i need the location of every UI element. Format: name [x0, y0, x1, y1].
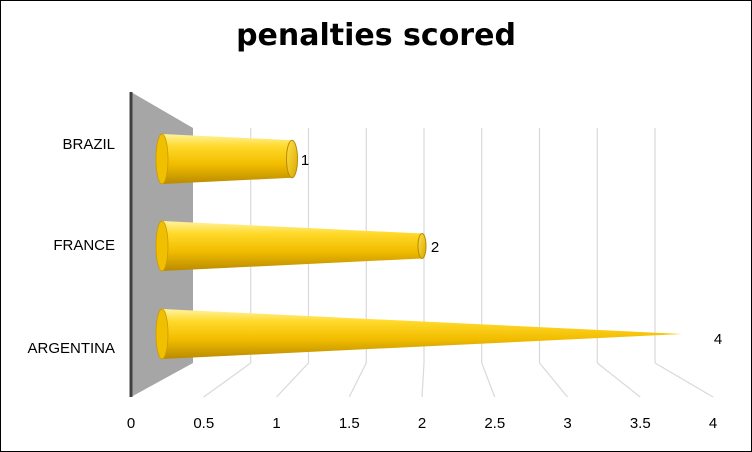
data-label: 4 [714, 331, 722, 348]
floor-gridline [421, 362, 425, 398]
cone-body [162, 221, 422, 271]
data-label: 2 [431, 239, 439, 256]
floor-gridline [539, 362, 568, 398]
cone-base [155, 133, 169, 185]
cone-base [155, 220, 169, 272]
data-label: 1 [301, 152, 309, 169]
x-tick-label: 3 [563, 415, 571, 432]
floor-gridline [654, 362, 714, 398]
x-tick-label: 4 [709, 415, 717, 432]
cone-body [162, 309, 682, 359]
x-tick-label: 3.5 [630, 415, 651, 432]
x-tick-label: 2 [418, 415, 426, 432]
category-label: BRAZIL [62, 136, 115, 153]
floor-gridline [276, 362, 309, 398]
x-tick-label: 0.5 [193, 415, 214, 432]
bar-brazil [155, 133, 298, 185]
bar-france [155, 220, 427, 272]
floor-gridline [348, 362, 367, 398]
cone-cap [417, 233, 427, 259]
floor-gridline [203, 362, 252, 398]
x-tick-label: 1.5 [339, 415, 360, 432]
cone-body [162, 134, 292, 184]
cone-cap [286, 139, 298, 179]
category-label: FRANCE [53, 237, 115, 254]
chart-title: penalties scored [236, 18, 516, 53]
x-tick-label: 2.5 [484, 415, 505, 432]
cone-base [155, 308, 169, 360]
x-tick-label: 0 [127, 415, 135, 432]
x-tick-label: 1 [272, 415, 280, 432]
floor-gridline [596, 362, 641, 398]
category-label: ARGENTINA [27, 340, 115, 357]
floor-gridline [481, 362, 496, 398]
bar-argentina [155, 308, 682, 360]
